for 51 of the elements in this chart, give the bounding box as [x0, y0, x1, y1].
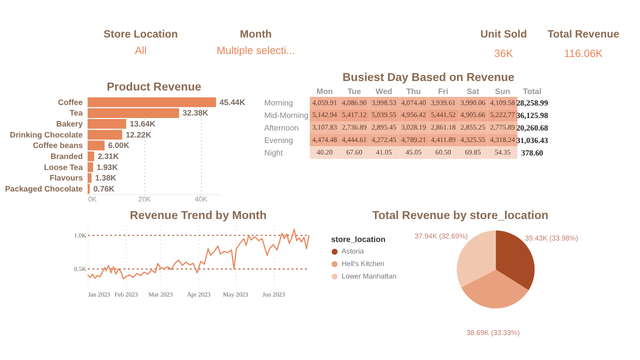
y-tick-label: Afternoon [264, 123, 299, 132]
x-tick-label: Sun [495, 86, 510, 96]
x-tick-label: Tue [348, 86, 362, 96]
line-series [87, 228, 310, 280]
text: Multiple selecti... [216, 44, 296, 57]
text: Total [523, 86, 542, 96]
chart-title: Revenue Trend by Month [130, 210, 267, 222]
data-label: 1.38K [95, 174, 117, 183]
x-tick-label: Thu [406, 86, 422, 96]
y-tick-label: Branded [50, 152, 83, 162]
text: All [134, 44, 147, 57]
text: 36K [494, 48, 514, 60]
pie-slice [461, 269, 529, 308]
data-label: 2.31K [98, 152, 120, 162]
text: Store Location [104, 28, 178, 41]
text: 36,125.98 [516, 111, 548, 120]
text: 28,258.99 [516, 98, 548, 108]
data-label: 32.38K [182, 108, 209, 118]
text: 20,260.68 [516, 123, 548, 132]
chart-title: Busiest Day Based on Revenue [342, 72, 514, 84]
text: 378.60 [521, 148, 544, 158]
x-tick-label: Fri [438, 86, 448, 96]
chart-title: Total Revenue by store_location [372, 210, 548, 222]
y-tick-label: Mid-Morning [264, 111, 308, 120]
y-tick-label: Evening [264, 136, 293, 145]
data-label: 45.44K [220, 98, 246, 107]
y-tick-label: Loose Tea [44, 162, 84, 172]
data-label: 0.76K [93, 184, 115, 194]
y-tick-label: Coffee beans [32, 141, 84, 150]
text: Month [240, 28, 272, 41]
y-tick-label: Drinking Chocolate [10, 130, 84, 140]
text: 31,036.43 [516, 136, 548, 145]
data-label: 12.22K [126, 130, 152, 140]
text: 116.06K [564, 48, 603, 60]
x-tick-label: Sat [466, 86, 480, 96]
y-tick-label: Packaged Chocolate [4, 184, 84, 194]
data-label: 6.00K [108, 141, 130, 150]
data-label: 1.93K [96, 162, 118, 172]
text: Total Revenue [547, 28, 620, 41]
y-tick-label: Morning [264, 98, 293, 108]
chart-title: Product Revenue [106, 82, 202, 94]
x-tick-label: Wed [376, 86, 392, 96]
x-tick-label: Mon [316, 86, 333, 96]
y-tick-label: Tea [70, 108, 84, 118]
y-tick-label: Flavours [50, 174, 84, 183]
y-tick-label: Bakery [56, 120, 84, 129]
data-label: 13.64K [130, 120, 156, 129]
text: Unit Sold [480, 28, 527, 41]
legend-title: store_location [331, 235, 386, 244]
y-tick-label: Night [264, 148, 284, 158]
y-tick-label: Coffee [58, 98, 84, 107]
